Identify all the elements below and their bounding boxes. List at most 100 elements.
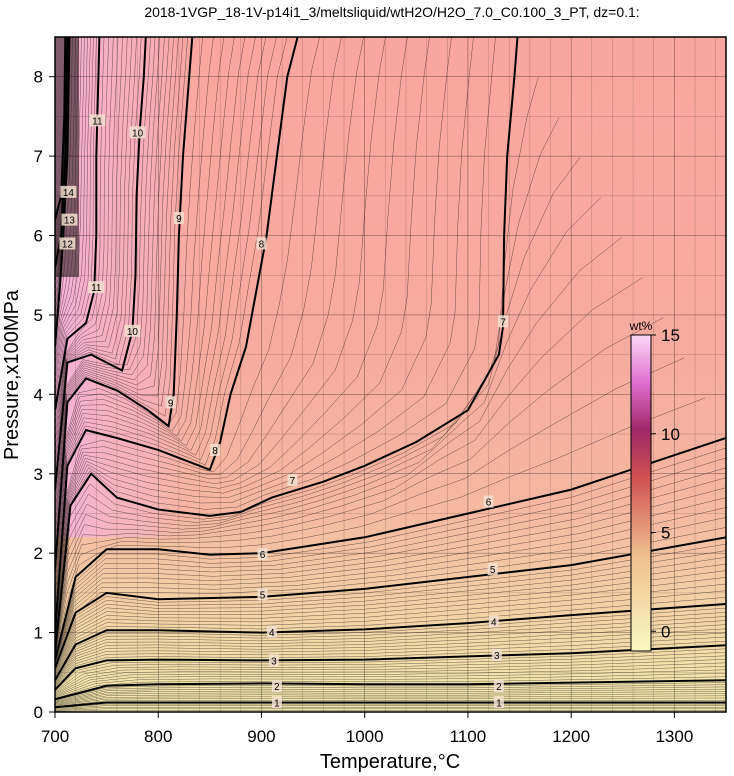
contour-line-4	[55, 603, 726, 681]
minor-contour-line	[55, 317, 664, 659]
minor-contour-line	[55, 157, 581, 655]
contour-label-bg	[271, 696, 282, 709]
minor-contour-line	[55, 648, 726, 691]
contour-label: 8	[212, 446, 218, 457]
contour-label-bg	[493, 679, 504, 692]
minor-contour-line	[55, 37, 214, 582]
y-axis-label: Pressure,x100MPa	[1, 289, 23, 460]
minor-contour-line	[55, 397, 706, 660]
contour-line-1	[55, 701, 726, 709]
colorbar-gradient-bar	[630, 334, 652, 652]
minor-contour-line	[55, 620, 726, 685]
contour-label-bg	[268, 654, 279, 667]
minor-contour-line	[55, 708, 726, 711]
contour-label-bg	[88, 281, 105, 294]
contour-line-12	[55, 37, 71, 347]
minor-contour-line	[55, 669, 726, 697]
minor-contour-line	[55, 37, 235, 595]
minor-contour-line	[55, 37, 342, 637]
contour-label: 11	[92, 116, 103, 127]
minor-contour-line	[55, 37, 94, 398]
minor-contour-line	[55, 37, 204, 576]
contour-label-bg	[488, 615, 499, 628]
x-axis-ticks: 700 800 900 1000 1100 1200 1300	[41, 712, 693, 746]
contour-label-bg	[487, 563, 498, 576]
contour-label-bg	[256, 237, 267, 250]
contour-label-bg	[491, 648, 502, 661]
minor-contour-line	[55, 37, 88, 385]
minor-contour-line	[55, 37, 496, 651]
colorbar-tick-label: 10	[661, 425, 680, 444]
contour-line-7	[55, 37, 519, 653]
y-tick-label: 4	[34, 385, 43, 404]
minor-contour-line	[55, 37, 256, 608]
minor-contour-line	[55, 686, 726, 702]
minor-contour-line	[55, 37, 267, 614]
contour-label-bg	[483, 495, 494, 508]
y-tick-label: 5	[34, 306, 43, 325]
contour-label-bg	[210, 443, 221, 456]
minor-contour-line	[55, 590, 726, 679]
x-tick-label: 1300	[655, 727, 693, 746]
contour-label-bg	[129, 126, 146, 139]
y-tick-label: 0	[34, 703, 43, 722]
minor-contour-line	[55, 37, 277, 620]
y-tick-label: 8	[34, 68, 43, 87]
contour-label: 14	[63, 188, 75, 199]
minor-contour-line	[55, 37, 109, 427]
contour-label-bg	[287, 474, 298, 487]
contour-label: 7	[290, 476, 296, 487]
y-tick-label: 7	[34, 147, 43, 166]
minor-contour-line	[55, 37, 82, 373]
minor-contour-line	[55, 37, 474, 649]
minor-contour-line	[55, 517, 726, 667]
contour-line-14	[55, 37, 67, 220]
y-tick-label: 3	[34, 465, 43, 484]
minor-contour-line	[55, 197, 602, 656]
contour-label: 4	[491, 617, 497, 628]
minor-contour-line	[55, 37, 320, 635]
minor-contour-line	[55, 710, 726, 712]
colorbar-tick-label: 5	[661, 524, 670, 543]
minor-contour-line	[55, 691, 726, 704]
minor-contour-line	[55, 636, 726, 689]
minor-contour-line	[55, 37, 184, 554]
minor-contour-line	[55, 563, 726, 674]
contour-line-6	[55, 437, 726, 661]
x-tick-label: 900	[247, 727, 275, 746]
contour-label: 5	[490, 565, 496, 576]
contour-line-11	[55, 37, 101, 411]
minor-contour-line	[55, 37, 114, 435]
contour-label: 2	[274, 682, 280, 693]
minor-contour-line	[55, 597, 726, 680]
minor-contour-line	[55, 37, 288, 627]
contour-label: 6	[260, 550, 266, 561]
contour-label: 4	[269, 628, 275, 639]
minor-contour-line	[55, 37, 170, 530]
contour-label: 9	[176, 214, 182, 225]
contour-label: 1	[274, 698, 280, 709]
minor-contour-line	[55, 655, 726, 693]
minor-contour-line	[55, 699, 726, 707]
x-tick-label: 700	[41, 727, 69, 746]
minor-contour-line	[55, 37, 225, 589]
contour-line-8	[55, 37, 299, 633]
minor-contour-line	[55, 37, 91, 392]
minor-contour-line	[55, 237, 622, 657]
minor-contour-line	[55, 550, 726, 671]
y-axis-ticks: 0 1 2 3 4 5 6 7 8	[34, 68, 55, 722]
colorbar: wt% 0 5 10 15	[629, 319, 680, 652]
minor-contour-line	[55, 583, 726, 677]
minor-contour-line	[55, 612, 726, 683]
contour-label-bg	[60, 185, 77, 198]
minor-contour-line	[55, 37, 246, 601]
minor-contour-line	[55, 37, 73, 354]
contour-line-3	[55, 644, 726, 691]
minor-contour-line	[55, 37, 128, 458]
contour-line-9	[55, 37, 194, 570]
minor-contour-line	[55, 117, 560, 655]
contour-label-bg	[498, 315, 509, 328]
contour-label: 11	[91, 283, 102, 294]
